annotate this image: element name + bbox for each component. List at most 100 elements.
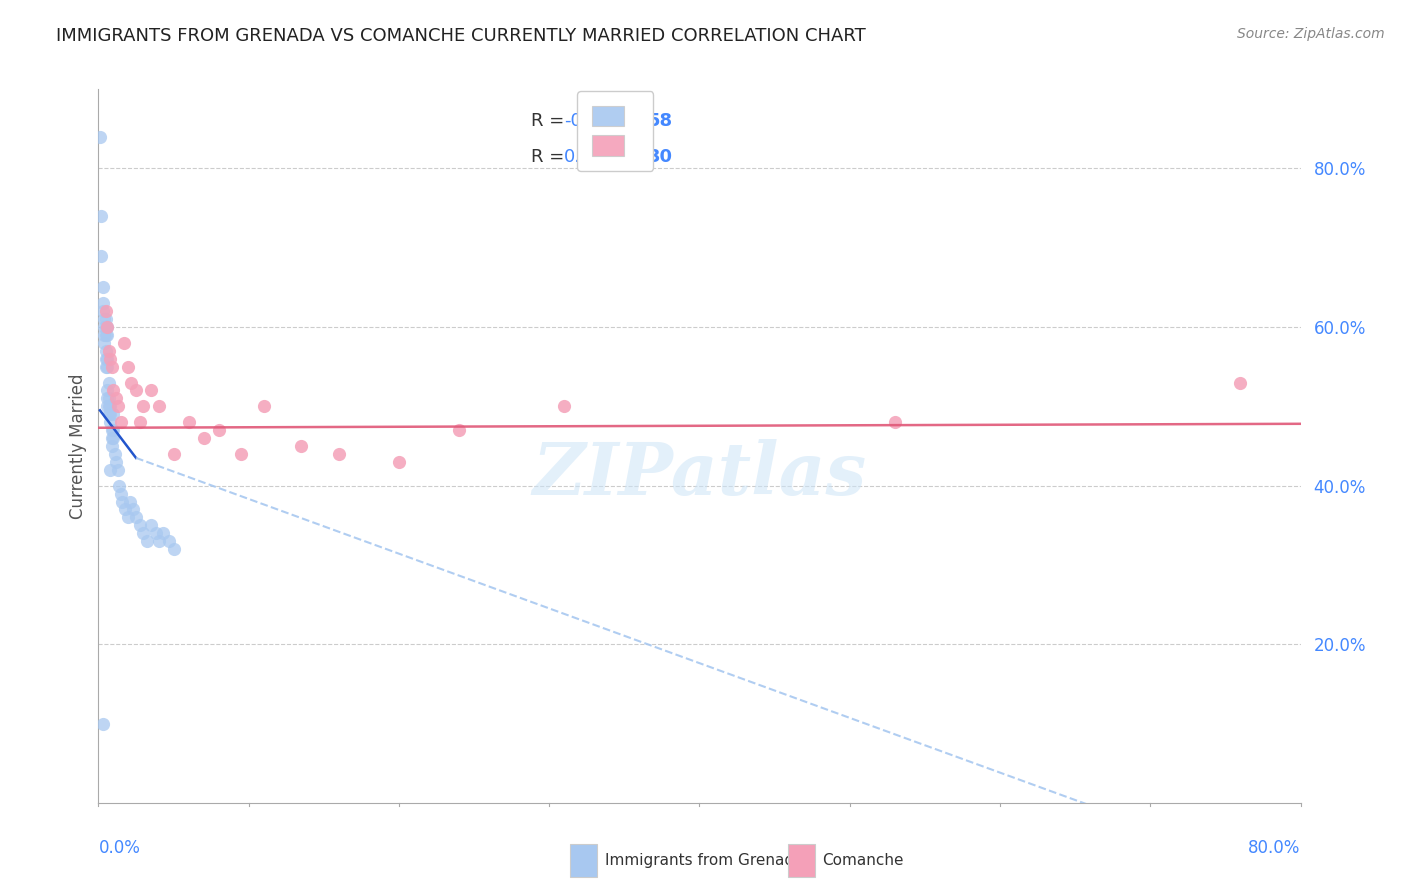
Point bbox=[101, 359, 124, 374]
Point bbox=[139, 384, 162, 398]
Text: 58: 58 bbox=[648, 112, 673, 130]
Point bbox=[94, 304, 117, 318]
Point bbox=[90, 249, 112, 263]
Point bbox=[553, 400, 575, 414]
Point bbox=[253, 400, 276, 414]
Text: Immigrants from Grenada: Immigrants from Grenada bbox=[605, 854, 803, 868]
Point bbox=[97, 392, 120, 406]
Text: 30: 30 bbox=[648, 148, 673, 166]
Point bbox=[93, 320, 115, 334]
Point bbox=[90, 209, 112, 223]
Point bbox=[91, 716, 114, 731]
Point bbox=[107, 400, 129, 414]
Point bbox=[97, 407, 120, 421]
Point bbox=[94, 351, 117, 366]
Point bbox=[157, 534, 180, 549]
Text: R =: R = bbox=[531, 112, 571, 130]
Point bbox=[112, 335, 135, 350]
Text: ZIPatlas: ZIPatlas bbox=[533, 439, 866, 510]
Point bbox=[104, 447, 127, 461]
Point bbox=[132, 526, 155, 541]
Point bbox=[100, 463, 122, 477]
Point bbox=[129, 415, 152, 429]
Point bbox=[114, 502, 136, 516]
Point bbox=[96, 359, 118, 374]
Point bbox=[193, 431, 215, 445]
Point bbox=[97, 400, 120, 414]
Text: N =: N = bbox=[621, 148, 661, 166]
Point bbox=[89, 129, 111, 144]
Point bbox=[97, 343, 120, 358]
Point bbox=[96, 320, 118, 334]
Point bbox=[96, 384, 118, 398]
Legend: , : , bbox=[578, 91, 654, 170]
Point bbox=[110, 415, 132, 429]
Point bbox=[96, 351, 118, 366]
Point bbox=[117, 510, 139, 524]
Point bbox=[162, 542, 184, 557]
Point bbox=[118, 494, 141, 508]
Point bbox=[290, 439, 312, 453]
Y-axis label: Currently Married: Currently Married bbox=[69, 373, 87, 519]
Point bbox=[125, 384, 148, 398]
Point bbox=[103, 431, 125, 445]
Point bbox=[135, 534, 157, 549]
Point bbox=[91, 304, 114, 318]
Point bbox=[91, 296, 114, 310]
Point bbox=[152, 526, 174, 541]
Point bbox=[121, 376, 143, 390]
Point bbox=[208, 423, 231, 437]
Point bbox=[93, 328, 115, 343]
Point bbox=[105, 392, 128, 406]
Point bbox=[96, 328, 118, 343]
Point bbox=[125, 510, 148, 524]
Point bbox=[122, 502, 145, 516]
Point bbox=[100, 407, 122, 421]
Point bbox=[148, 400, 170, 414]
Point bbox=[117, 359, 139, 374]
Point bbox=[96, 400, 118, 414]
Point bbox=[103, 407, 125, 421]
Point bbox=[388, 455, 411, 469]
Point bbox=[96, 320, 118, 334]
Point bbox=[148, 534, 170, 549]
Point bbox=[103, 384, 125, 398]
Point bbox=[100, 400, 122, 414]
Text: 0.0%: 0.0% bbox=[98, 838, 141, 856]
Point bbox=[111, 494, 134, 508]
Point bbox=[139, 518, 162, 533]
Point bbox=[101, 423, 124, 437]
Point bbox=[103, 423, 125, 437]
Point bbox=[94, 320, 117, 334]
Text: IMMIGRANTS FROM GRENADA VS COMANCHE CURRENTLY MARRIED CORRELATION CHART: IMMIGRANTS FROM GRENADA VS COMANCHE CURR… bbox=[56, 27, 866, 45]
Text: N =: N = bbox=[621, 112, 661, 130]
Point bbox=[162, 447, 184, 461]
Point bbox=[93, 312, 115, 326]
Point bbox=[101, 431, 124, 445]
Point bbox=[91, 280, 114, 294]
Text: 0.013: 0.013 bbox=[564, 148, 614, 166]
Point bbox=[110, 486, 132, 500]
Point bbox=[94, 359, 117, 374]
Point bbox=[101, 439, 124, 453]
Point bbox=[100, 351, 122, 366]
Point bbox=[231, 447, 253, 461]
Point bbox=[96, 392, 118, 406]
Point bbox=[328, 447, 350, 461]
Text: R =: R = bbox=[531, 148, 571, 166]
Point bbox=[94, 343, 117, 358]
Text: Comanche: Comanche bbox=[823, 854, 904, 868]
Point bbox=[108, 478, 131, 492]
Point bbox=[94, 312, 117, 326]
Text: Source: ZipAtlas.com: Source: ZipAtlas.com bbox=[1237, 27, 1385, 41]
Point bbox=[105, 455, 128, 469]
Point bbox=[447, 423, 470, 437]
Point bbox=[100, 415, 122, 429]
Point bbox=[97, 376, 120, 390]
Point bbox=[132, 400, 155, 414]
Text: -0.111: -0.111 bbox=[564, 112, 621, 130]
Point bbox=[107, 463, 129, 477]
Point bbox=[177, 415, 200, 429]
Point bbox=[145, 526, 167, 541]
Point bbox=[94, 328, 117, 343]
